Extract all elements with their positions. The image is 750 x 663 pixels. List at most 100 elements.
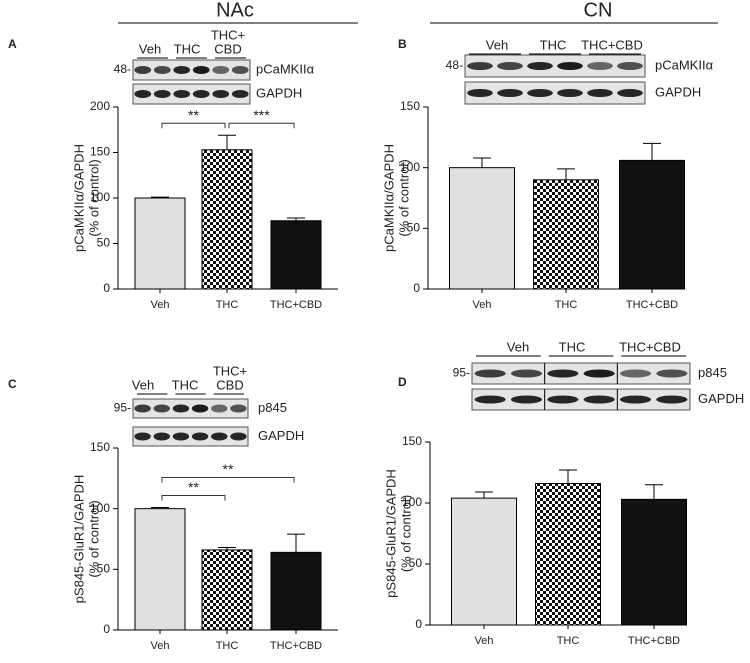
protein-label: GAPDH (258, 428, 304, 443)
significance-label: ** (223, 461, 234, 477)
blot-strip (132, 398, 249, 419)
blot-band (474, 395, 506, 404)
bar (533, 179, 599, 290)
y-tick-label: 50 (407, 221, 421, 235)
blot-band (134, 90, 152, 98)
blot-band (212, 90, 230, 98)
blot-band (617, 62, 643, 70)
y-tick-label: 200 (90, 99, 110, 113)
blot-band (497, 89, 523, 97)
y-axis-label: pCaMKIIα/GAPDH (71, 144, 86, 252)
blot-band (212, 66, 230, 74)
bar (270, 551, 322, 631)
blot-band (231, 66, 249, 74)
blot-band (211, 432, 228, 441)
blot-band (134, 66, 152, 74)
panel-label: B (398, 37, 407, 51)
y-tick-label: 0 (103, 281, 110, 295)
protein-label: GAPDH (655, 84, 701, 99)
blot-band (230, 404, 247, 413)
blot-band (527, 62, 553, 70)
significance-label: *** (253, 107, 270, 123)
protein-label: p845 (258, 400, 287, 415)
blot-band (153, 66, 171, 74)
significance-bracket (161, 476, 295, 483)
x-tick-label: THC (216, 299, 239, 311)
blot-band (656, 395, 688, 404)
blot-band (547, 369, 579, 378)
blot-band (587, 62, 613, 70)
bar (201, 549, 253, 631)
y-tick-label: 50 (97, 562, 111, 576)
y-tick-label: 100 (400, 160, 420, 174)
blot-band (547, 395, 579, 404)
lane-label: Veh (507, 339, 529, 354)
blot-band (467, 62, 493, 70)
significance-label: ** (188, 107, 199, 123)
y-tick-label: 0 (413, 281, 420, 295)
x-tick-label: Veh (151, 299, 170, 311)
significance-bracket (228, 122, 295, 129)
blot-band (153, 404, 170, 413)
lane-label: THC (559, 339, 586, 354)
blot-band (467, 89, 493, 97)
lane-label: THC (172, 377, 199, 392)
blot-band (172, 404, 190, 413)
blot-band (474, 369, 506, 378)
panel-label: C (8, 377, 17, 391)
bar (134, 197, 186, 290)
blot-band (173, 66, 191, 74)
x-tick-label: Veh (475, 635, 494, 647)
lane-label: CBD (216, 377, 243, 392)
blot-band (191, 404, 209, 413)
significance-bracket (161, 122, 226, 129)
blot-band (510, 369, 543, 378)
lane-label: THC (540, 37, 567, 52)
y-tick-label: 150 (90, 145, 110, 159)
blot-band (211, 404, 228, 413)
blot-band (583, 395, 615, 404)
bar (134, 508, 186, 631)
x-tick-label: THC+CBD (628, 635, 680, 647)
blot-band (153, 90, 171, 98)
lane-label: THC+CBD (619, 339, 681, 354)
y-axis-label: pS845-GluR1/GAPDH (383, 469, 398, 598)
y-tick-label: 100 (90, 501, 110, 515)
significance-bracket (161, 494, 226, 501)
lane-label: THC+CBD (581, 37, 643, 52)
panel-label: D (398, 375, 407, 389)
blot-band (557, 62, 583, 70)
mw-marker: 95- (114, 401, 131, 415)
x-tick-label: THC+CBD (626, 299, 678, 311)
bar (270, 220, 322, 290)
blot-strip (464, 81, 646, 105)
blot-strip (471, 362, 691, 385)
bar (535, 482, 601, 626)
y-axis-label: (% of control) (396, 159, 411, 236)
region-header: NAc (216, 0, 254, 21)
blot-band (153, 432, 170, 441)
protein-label: p845 (698, 365, 727, 380)
blot-band (583, 369, 615, 378)
y-tick-label: 0 (103, 622, 110, 636)
lane-label: Veh (486, 37, 508, 52)
blot-strip (132, 426, 249, 447)
blot-band (172, 432, 190, 441)
x-tick-label: Veh (151, 640, 170, 652)
blot-band (557, 89, 583, 97)
y-axis-label: pCaMKIIα/GAPDH (381, 144, 396, 252)
y-tick-label: 100 (90, 190, 110, 204)
blot-strip (132, 83, 251, 105)
y-tick-label: 100 (402, 495, 422, 509)
bar (451, 497, 517, 626)
x-tick-label: THC+CBD (270, 640, 322, 652)
blot-band (527, 89, 553, 97)
blot-band (617, 89, 643, 97)
mw-marker: 48- (446, 58, 463, 72)
blot-band (587, 89, 613, 97)
y-tick-label: 0 (415, 617, 422, 631)
blot-strip (132, 59, 251, 81)
y-axis-label: (% of control) (398, 495, 413, 572)
blot-band (134, 432, 151, 441)
